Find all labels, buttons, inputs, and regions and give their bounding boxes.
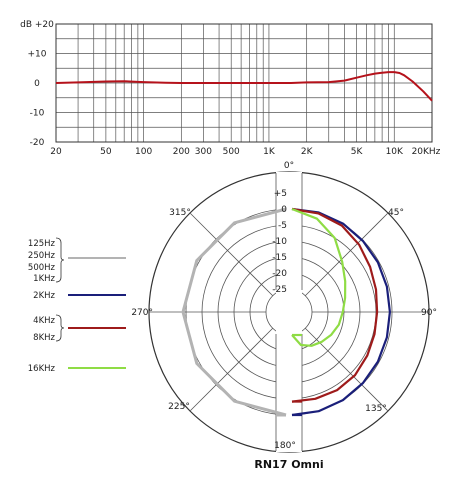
polar-response-curve: [291, 207, 347, 347]
legend-brace: [55, 314, 65, 342]
frequency-series: [55, 71, 433, 102]
frequency-x-tick-label: 10K: [386, 147, 404, 157]
polar-grid: [148, 171, 430, 453]
frequency-y-tick-label: dB +20: [20, 20, 54, 30]
polar-angle-label: 315°: [169, 208, 191, 218]
legend-label: 1KHz: [33, 274, 55, 284]
frequency-response-line: [55, 71, 433, 102]
polar-angle-label: 0°: [284, 161, 294, 171]
polar-radial-tick-label: +5: [274, 189, 287, 199]
polar-radial-tick-label: 0: [281, 205, 287, 215]
polar-center-channel: [276, 172, 302, 452]
frequency-y-tick-label: -10: [30, 109, 45, 119]
legend-label: 8KHz: [33, 333, 55, 343]
polar-series: [181, 207, 391, 417]
polar-angle-label: 225°: [168, 402, 190, 412]
polar-response-curve: [181, 207, 287, 417]
frequency-x-tick-label: 2K: [301, 147, 314, 157]
legend-label: 2KHz: [33, 291, 55, 301]
frequency-y-tick-labels: dB +20 +10 0 -10 -20: [20, 20, 54, 148]
legend-label: 125Hz: [28, 239, 56, 249]
frequency-x-tick-label: 50: [100, 147, 112, 157]
frequency-x-tick-label: 100: [135, 147, 152, 157]
polar-response-curve: [291, 207, 379, 403]
frequency-y-tick-label: 0: [34, 79, 40, 89]
legend-label: 250Hz: [28, 251, 56, 261]
polar-angle-label: 135°: [365, 404, 387, 414]
polar-spoke: [189, 212, 274, 297]
polar-pattern-chart: +5 0 -5 -10 -15 -20 -25 0° 45° 90° 135° 180° 225° 27…: [131, 161, 437, 453]
polar-radial-tick-label: -25: [272, 285, 287, 295]
legend-label: 16KHz: [28, 364, 56, 374]
frequency-x-tick-label: 200: [173, 147, 190, 157]
polar-angle-label: 90°: [421, 308, 437, 318]
polar-radial-tick-label: -15: [272, 253, 287, 263]
frequency-x-tick-labels: 20 50 100 200 300 500 1K 2K 5K 10K 20KHz: [50, 147, 440, 157]
frequency-x-tick-label: 5K: [351, 147, 364, 157]
polar-spoke: [189, 327, 274, 412]
frequency-y-tick-label: -20: [30, 138, 45, 148]
polar-angle-label: 180°: [274, 441, 296, 451]
frequency-x-tick-label: 300: [195, 147, 212, 157]
polar-angle-label: 45°: [388, 208, 404, 218]
polar-angle-label: 270°: [131, 308, 153, 318]
legend-brace: [55, 237, 65, 283]
polar-radial-tick-labels: +5 0 -5 -10 -15 -20 -25: [272, 189, 287, 295]
polar-spoke: [304, 212, 389, 297]
frequency-response-chart: dB +20 +10 0 -10 -20 20 50 100 200 300 500 1K 2K 5K 1…: [20, 20, 441, 157]
frequency-x-tick-label: 20KHz: [412, 147, 441, 157]
polar-radial-tick-label: -10: [272, 237, 287, 247]
frequency-x-tick-label: 1K: [263, 147, 276, 157]
frequency-x-tick-label: 500: [223, 147, 240, 157]
polar-response-curve: [291, 207, 391, 417]
polar-angle-labels: 0° 45° 90° 135° 180° 225° 270° 315°: [131, 161, 437, 451]
polar-chart-title: RN17 Omni: [254, 458, 323, 471]
legend-label: 4KHz: [33, 316, 55, 326]
polar-radial-tick-label: -5: [278, 221, 287, 231]
polar-radial-tick-label: -20: [272, 269, 287, 279]
legend-label: 500Hz: [28, 263, 56, 273]
frequency-y-tick-label: +10: [28, 50, 47, 60]
frequency-x-tick-label: 20: [50, 147, 62, 157]
